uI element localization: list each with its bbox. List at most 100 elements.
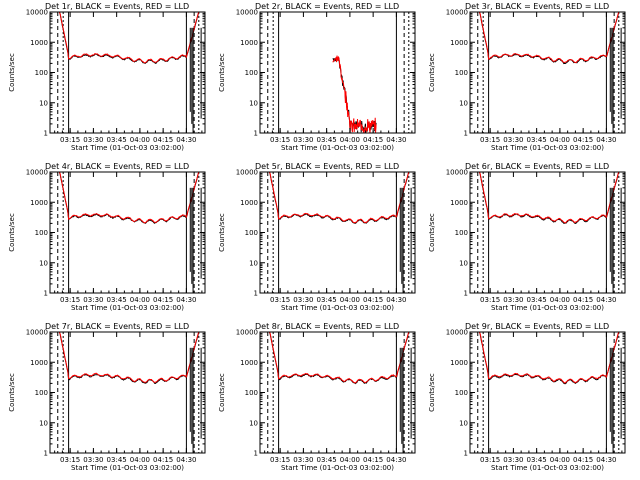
y-axis-label: Counts/sec — [428, 213, 436, 252]
series-lld — [470, 12, 625, 64]
y-tick-label: 100 — [35, 389, 48, 397]
x-tick-label: 04:00 — [340, 456, 360, 464]
x-tick-label: 03:45 — [107, 456, 127, 464]
x-tick-label: 03:45 — [107, 296, 127, 304]
axes-frame — [49, 171, 206, 294]
x-tick-label: 04:30 — [596, 456, 616, 464]
y-tick-label: 1 — [44, 130, 48, 138]
x-tick-label: 03:45 — [527, 296, 547, 304]
x-tick-label: 04:30 — [386, 456, 406, 464]
axes-frame — [49, 331, 206, 454]
y-axis-label: Counts/sec — [218, 373, 226, 412]
x-tick-label: 03:45 — [317, 296, 337, 304]
x-tick-label: 04:00 — [340, 296, 360, 304]
x-tick-label: 04:15 — [573, 456, 593, 464]
panel-title: Det 4r, BLACK = Events, RED = LLD — [45, 162, 189, 171]
axes-frame — [259, 331, 416, 454]
x-tick-label: 04:30 — [596, 136, 616, 144]
x-tick-label: 04:30 — [176, 136, 196, 144]
panel-title: Det 1r, BLACK = Events, RED = LLD — [45, 2, 189, 11]
x-tick-label: 04:30 — [176, 456, 196, 464]
y-tick-label: 10 — [39, 259, 48, 267]
x-tick-label: 04:00 — [340, 136, 360, 144]
y-tick-label: 10 — [249, 99, 258, 107]
y-tick-label: 10 — [459, 99, 468, 107]
panel-title: Det 8r, BLACK = Events, RED = LLD — [255, 322, 399, 331]
x-tick-label: 04:30 — [386, 136, 406, 144]
x-axis-label: Start Time (01-Oct-03 03:02:00) — [71, 464, 184, 472]
x-tick-label: 04:00 — [130, 136, 150, 144]
panel-det-5: Det 5r, BLACK = Events, RED = LLD 1 10 100 1… — [218, 162, 416, 312]
x-tick-label: 03:15 — [480, 296, 500, 304]
y-tick-label: 1 — [464, 290, 468, 298]
y-tick-label: 100 — [455, 389, 468, 397]
y-tick-label: 10 — [459, 259, 468, 267]
panel-det-1: Det 1r, BLACK = Events, RED = LLD 1 10 100 1… — [8, 2, 206, 152]
series-lld — [470, 172, 625, 224]
y-axis-label: Counts/sec — [218, 213, 226, 252]
y-tick-label: 1000 — [450, 199, 468, 207]
x-tick-label: 04:15 — [153, 296, 173, 304]
y-tick-label: 10000 — [446, 169, 468, 177]
x-tick-label: 03:30 — [83, 456, 103, 464]
series-lld — [332, 55, 377, 133]
x-tick-label: 03:15 — [480, 136, 500, 144]
series-lld — [50, 332, 205, 383]
x-tick-label: 03:45 — [107, 136, 127, 144]
plot-area — [470, 332, 625, 453]
y-tick-label: 10000 — [236, 169, 258, 177]
y-tick-label: 10 — [459, 419, 468, 427]
plot-area — [470, 172, 625, 293]
panel-title: Det 5r, BLACK = Events, RED = LLD — [255, 162, 399, 171]
y-axis-label: Counts/sec — [8, 213, 16, 252]
y-tick-label: 100 — [35, 229, 48, 237]
y-tick-label: 100 — [455, 69, 468, 77]
y-tick-label: 1000 — [450, 39, 468, 47]
x-tick-label: 03:30 — [293, 296, 313, 304]
y-tick-label: 10000 — [236, 9, 258, 17]
x-axis-label: Start Time (01-Oct-03 03:02:00) — [71, 144, 184, 152]
panel-title: Det 9r, BLACK = Events, RED = LLD — [465, 322, 609, 331]
series-lld — [260, 172, 415, 224]
y-tick-label: 10000 — [446, 329, 468, 337]
y-tick-label: 1000 — [240, 199, 258, 207]
x-axis-label: Start Time (01-Oct-03 03:02:00) — [281, 304, 394, 312]
y-tick-label: 1 — [44, 450, 48, 458]
panel-det-4: Det 4r, BLACK = Events, RED = LLD 1 10 100 1… — [8, 162, 206, 312]
y-tick-label: 1 — [254, 130, 258, 138]
x-tick-label: 03:30 — [83, 296, 103, 304]
series-events — [260, 172, 415, 224]
plot-area — [50, 332, 205, 453]
x-axis-label: Start Time (01-Oct-03 03:02:00) — [281, 144, 394, 152]
axes-frame — [469, 11, 626, 134]
x-tick-label: 04:00 — [550, 136, 570, 144]
plot-area — [260, 332, 415, 453]
panel-det-2: Det 2r, BLACK = Events, RED = LLD 1 10 100 1… — [218, 2, 416, 152]
series-lld — [470, 332, 625, 384]
y-tick-label: 10 — [249, 419, 258, 427]
x-tick-label: 04:00 — [130, 456, 150, 464]
x-tick-label: 03:15 — [270, 136, 290, 144]
panel-det-6: Det 6r, BLACK = Events, RED = LLD 1 10 100 1… — [428, 162, 626, 312]
y-axis-label: Counts/sec — [8, 373, 16, 412]
series-lld — [50, 172, 205, 224]
axes-frame — [469, 171, 626, 294]
plot-area — [267, 12, 410, 133]
x-tick-label: 04:15 — [153, 456, 173, 464]
x-tick-label: 04:00 — [550, 296, 570, 304]
y-tick-label: 10000 — [446, 9, 468, 17]
panel-det-7: Det 7r, BLACK = Events, RED = LLD 1 10 100 1… — [8, 322, 206, 472]
y-tick-label: 100 — [245, 69, 258, 77]
y-tick-label: 10000 — [26, 329, 48, 337]
y-tick-label: 1000 — [30, 199, 48, 207]
y-axis-label: Counts/sec — [428, 373, 436, 412]
y-tick-label: 10000 — [26, 169, 48, 177]
y-tick-label: 10 — [249, 259, 258, 267]
y-tick-label: 1000 — [240, 359, 258, 367]
y-tick-label: 1 — [464, 130, 468, 138]
y-axis-label: Counts/sec — [218, 53, 226, 92]
x-tick-label: 04:15 — [363, 456, 383, 464]
x-tick-label: 04:15 — [153, 136, 173, 144]
series-lld — [260, 332, 415, 384]
x-tick-label: 04:00 — [130, 296, 150, 304]
